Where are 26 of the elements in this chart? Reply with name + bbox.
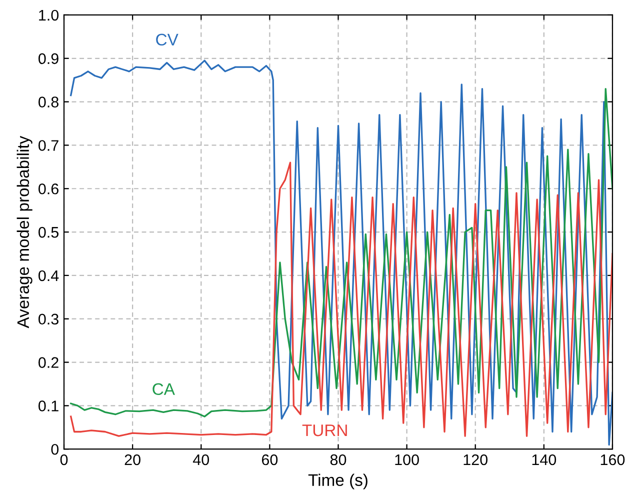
y-tick-label: 0.8 [38,96,58,108]
x-tick-label: 80 [330,454,346,466]
x-tick-label: 20 [124,454,140,466]
series-label: CV [156,34,178,46]
y-tick-label: 0.1 [38,400,58,412]
x-tick-label: 100 [395,454,419,466]
y-tick-label: 0.4 [38,270,59,282]
x-tick-label: 140 [532,454,556,466]
y-axis-title: Average model probability [16,136,32,328]
y-tick-label: 1.0 [39,10,59,21]
y-tick-label: 0 [51,444,59,455]
series-label: CA [152,383,175,396]
y-tick-label: 0.6 [38,183,58,194]
series-label: TURN [302,424,347,436]
x-tick-label: 0 [60,454,68,466]
x-tick-label: 120 [464,454,488,466]
x-tick-label: 160 [600,454,625,466]
y-tick-label: 0.3 [38,314,58,325]
y-tick-label: 0.7 [38,140,58,151]
x-axis-title: Time (s) [308,474,368,490]
line-series [70,162,612,437]
y-tick-label: 0.5 [38,226,58,238]
y-tick-label: 0.2 [38,357,58,368]
x-tick-label: 40 [192,454,210,466]
y-tick-label: 0.9 [38,53,58,64]
x-tick-label: 60 [262,454,278,466]
